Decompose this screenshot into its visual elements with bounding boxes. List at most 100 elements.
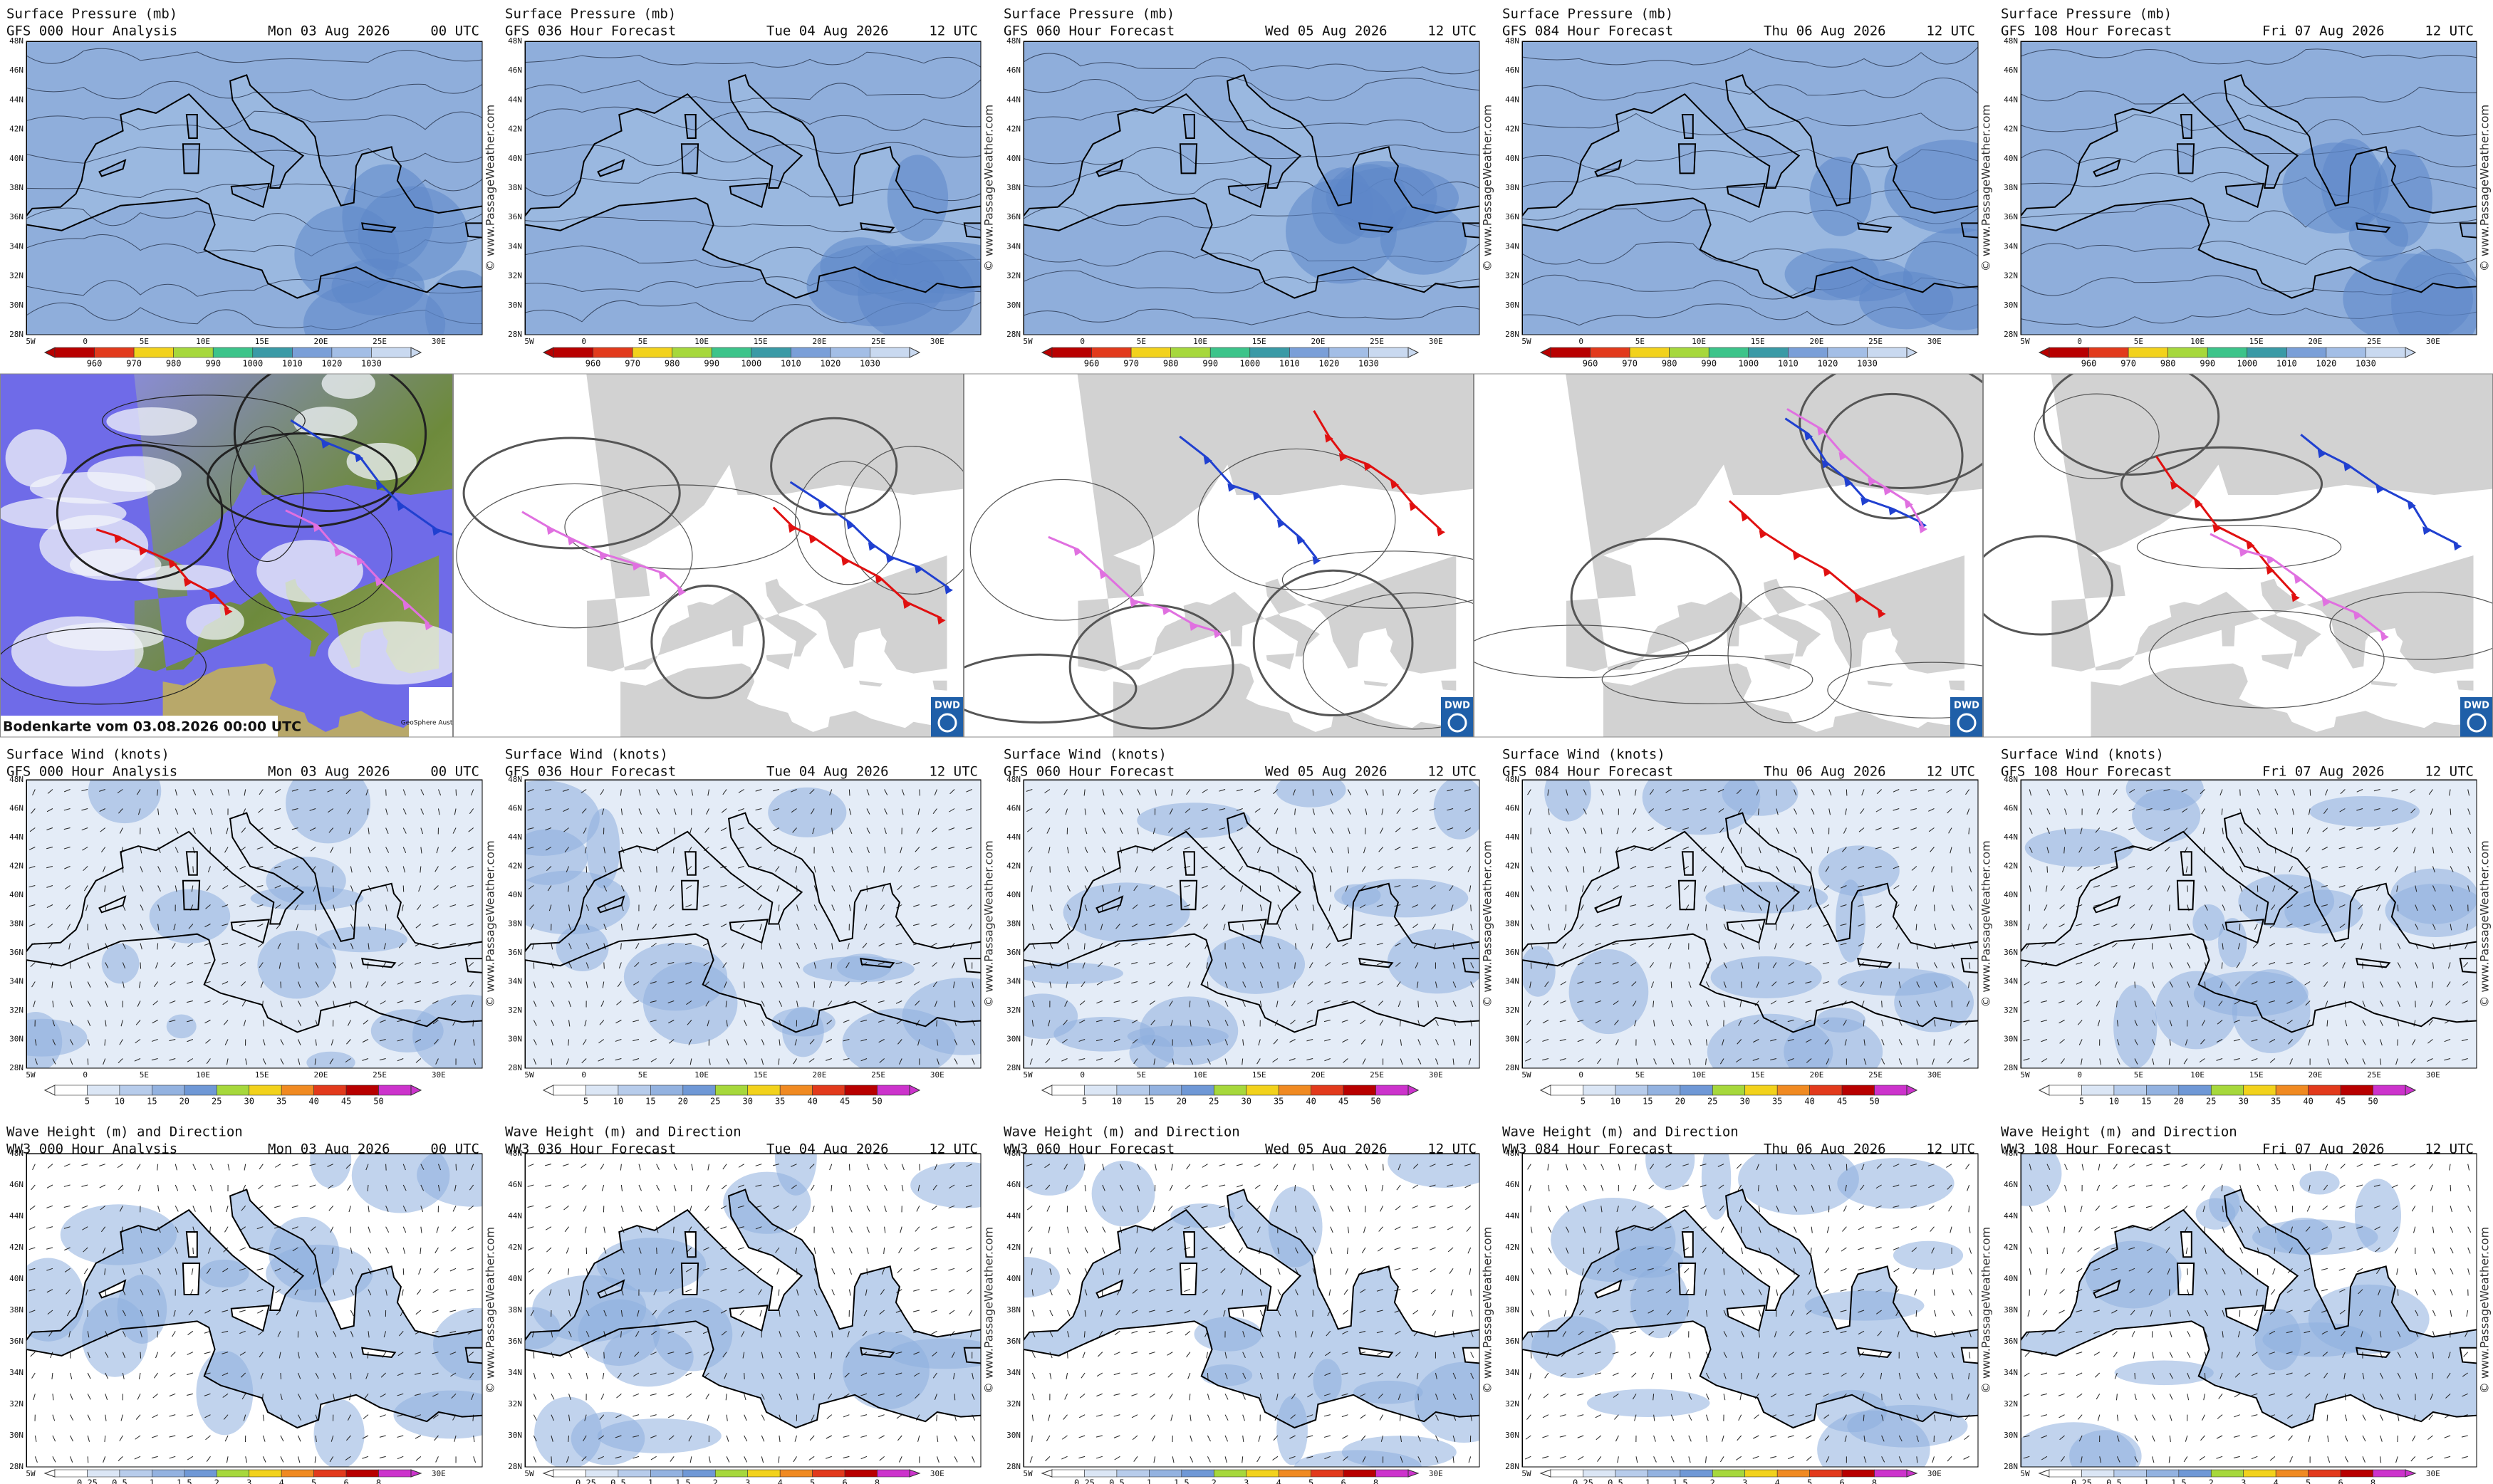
flow-arrow [191,885,194,892]
colorbar-segment [812,1085,845,1096]
flow-arrow [2290,1226,2294,1233]
flow-arrow [1794,1206,1798,1212]
flow-arrow [187,1352,194,1355]
flow-arrow [2187,924,2190,930]
flow-arrow [1805,1372,1812,1375]
flow-arrow [1758,1268,1762,1275]
flow-arrow [345,1456,351,1461]
flow-arrow [175,789,177,796]
intensity-patch [2192,904,2225,941]
flow-arrow [1736,789,1742,795]
flow-arrow [1947,808,1952,814]
flow-arrow [467,1289,474,1292]
longitude-label: 5W [1023,1070,1033,1080]
flow-arrow [1665,866,1672,869]
longitude-label: 0 [83,1070,88,1080]
flow-arrow [703,1352,709,1356]
flow-arrow [1823,1268,1830,1273]
flow-arrow [1312,847,1316,853]
flow-arrow [1933,904,1935,911]
flow-arrow [1630,1289,1637,1292]
flow-arrow [704,1206,709,1211]
flow-arrow [280,1394,283,1401]
flow-arrow [385,1184,388,1191]
flow-arrow [2081,1164,2084,1171]
flow-arrow [848,1247,853,1254]
flow-arrow [2380,1331,2382,1338]
flow-arrow [2134,1435,2138,1442]
flow-arrow [2359,1310,2363,1317]
flow-arrow [949,808,955,812]
flow-arrow [1758,847,1761,854]
map-frame [524,1153,982,1468]
flow-arrow [227,789,230,796]
flow-arrow [1078,1456,1086,1459]
flow-arrow [1238,1247,1244,1253]
flow-arrow [87,1414,91,1421]
flow-arrow [1648,1205,1654,1209]
flow-arrow [1965,789,1970,795]
flow-arrow [385,827,389,834]
flow-arrow [601,808,605,815]
flow-arrow [1412,1164,1419,1169]
flow-arrow [1964,1435,1970,1440]
flow-arrow [2059,1435,2065,1441]
colorbar-label: 25 [212,1097,222,1107]
flow-arrow [223,1414,229,1420]
flow-arrow [720,1268,727,1271]
flow-arrow [563,1205,569,1211]
colorbar-label: 960 [87,359,103,369]
flow-arrow [1095,1414,1103,1417]
flow-arrow [1171,1164,1173,1171]
intensity-patch [2276,1218,2333,1255]
flow-arrow [1688,1039,1692,1045]
flow-arrow [1096,1058,1103,1061]
flow-arrow [1684,885,1690,891]
flow-arrow [2306,1206,2311,1212]
flow-arrow [432,1289,439,1293]
colorbar-label: 990 [704,359,719,369]
colorbar-label: 45 [1338,1097,1348,1107]
flow-arrow [420,827,424,835]
flow-arrow [31,1372,36,1379]
flow-arrow [1931,866,1935,872]
flow-arrow [668,1414,675,1418]
longitude-label: 10E [1193,337,1207,346]
flow-arrow [1237,1184,1243,1188]
flow-arrow [398,1331,404,1337]
coastline [1726,1305,1766,1332]
flow-arrow [2304,1352,2311,1355]
flow-arrow [813,962,816,969]
flow-arrow [2373,1205,2380,1208]
flow-arrow [309,1184,316,1188]
flow-arrow [1277,924,1281,930]
panel-model: GFS 108 Hour Forecast [2001,23,2172,39]
coastline [1024,1154,1479,1342]
flow-arrow [1464,1164,1471,1166]
flow-arrow [2187,1394,2190,1401]
flow-arrow [432,924,439,927]
colorbar-segment [2373,1085,2406,1096]
latitude-label: 28N [1006,1462,1021,1471]
flow-arrow [1049,1372,1052,1379]
flow-arrow [656,1184,660,1191]
flow-arrow [1277,943,1281,949]
flow-arrow [687,1414,692,1420]
flow-arrow [1595,1414,1602,1418]
flow-arrow [331,866,334,873]
flow-arrow [1292,981,1296,988]
flow-arrow [2204,1268,2208,1275]
flow-arrow [1615,1039,1619,1045]
flow-arrow [2183,1058,2188,1065]
intensity-patch [2069,1430,2142,1467]
coastline [963,222,981,239]
flow-arrow [1201,1205,1208,1208]
flow-arrow [707,1414,709,1421]
flow-arrow [140,1226,142,1233]
flow-arrow [1805,1414,1812,1418]
flow-arrow [705,1000,709,1007]
flow-arrow [362,1058,369,1061]
flow-arrow [1525,1039,1531,1044]
flow-arrow [2128,1184,2135,1188]
flow-arrow [1203,924,1208,929]
